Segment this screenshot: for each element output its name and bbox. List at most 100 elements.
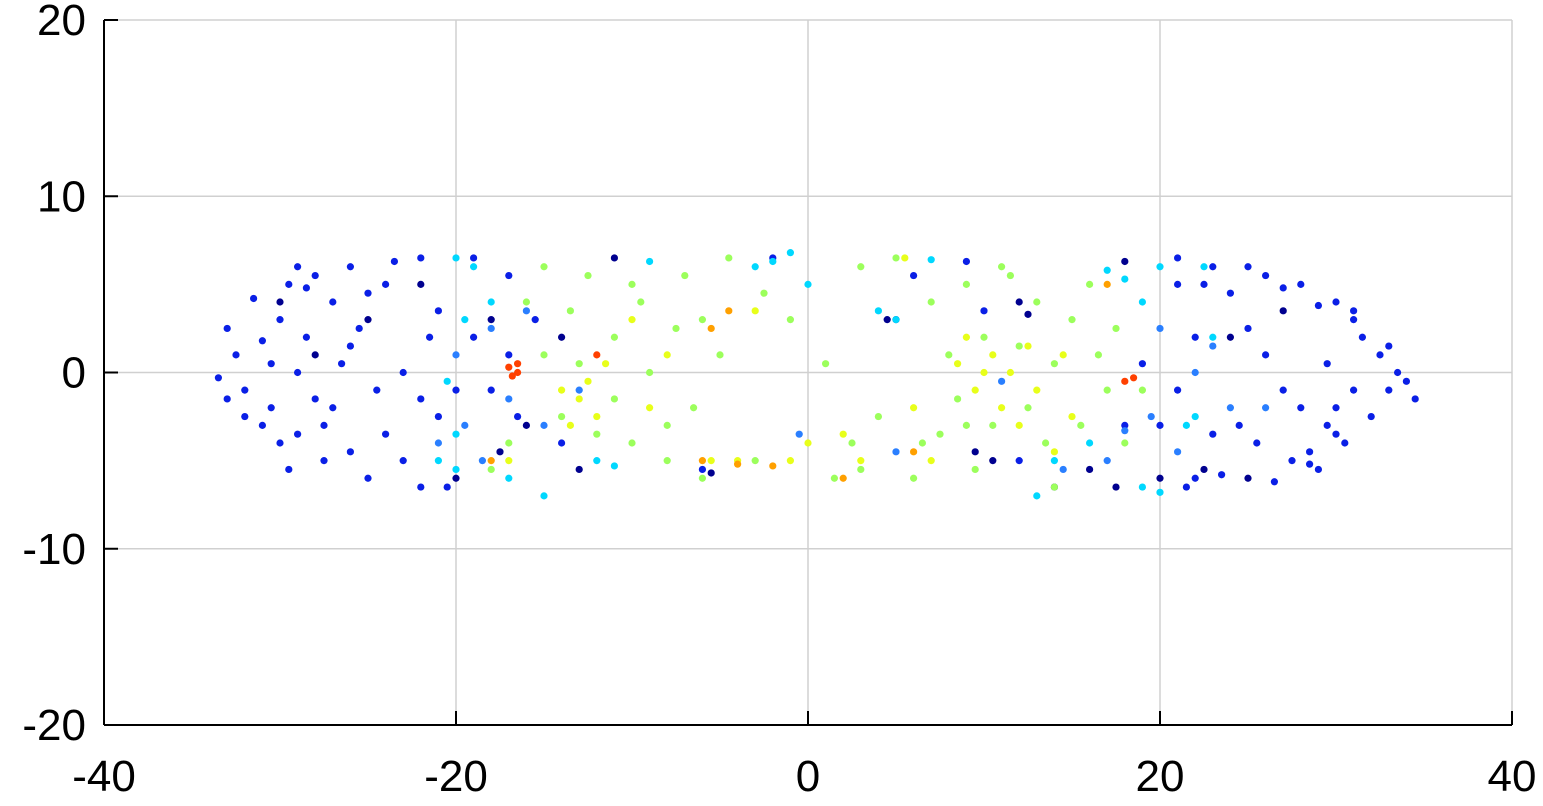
x-tick-label: 0 [796,752,820,801]
point [505,271,513,280]
point [417,395,425,403]
point [769,257,777,266]
point [698,316,707,324]
point [1270,478,1278,486]
point [1200,465,1208,474]
point [575,360,583,368]
point [1121,427,1129,435]
point [839,474,847,482]
point [1332,404,1340,412]
y-tick-label: -20 [22,701,86,750]
point [1235,421,1243,429]
point [663,421,671,429]
point [646,257,654,266]
point [1121,421,1129,429]
point [1138,386,1146,394]
point [593,430,601,438]
point [241,386,249,394]
point [1262,404,1270,412]
point [1323,360,1331,368]
point [725,307,733,315]
point [1156,421,1164,429]
point [461,316,469,324]
point [874,412,883,421]
point [989,457,997,465]
point [1332,430,1340,438]
point [874,307,883,315]
point [901,254,909,262]
point [734,460,742,468]
point [1050,448,1058,456]
point [540,421,548,429]
point [452,386,460,394]
point [998,377,1006,385]
y-tick-label: 10 [37,172,86,221]
point [1182,483,1190,491]
point [1411,395,1419,403]
point [267,404,275,412]
point [417,483,425,491]
point [505,439,513,447]
point [1174,280,1182,288]
point [698,465,707,474]
point [971,386,979,394]
point [1015,342,1023,350]
point [320,457,328,465]
point [311,271,319,280]
point [1182,421,1190,429]
point [452,430,460,438]
point [320,421,328,429]
point [505,363,513,371]
point [329,404,337,412]
point [417,254,425,262]
point [1059,465,1067,474]
point [311,351,319,359]
point [637,298,645,306]
point [1279,386,1287,394]
point [1262,351,1270,359]
point [1209,430,1217,438]
point [1015,457,1023,465]
point [1138,298,1146,306]
point [1103,266,1111,274]
point [751,457,759,465]
point [434,457,442,465]
point [346,342,354,350]
point [285,465,293,474]
point [663,457,671,465]
point [954,395,962,403]
point [1306,448,1314,456]
point [1015,421,1023,429]
y-tick-label: 0 [62,349,86,398]
point [575,395,583,403]
point [1332,298,1340,306]
point [522,298,531,306]
point [998,263,1006,271]
point [1156,263,1164,271]
point [1209,263,1217,271]
point [1306,460,1314,468]
point [1103,386,1111,394]
point [267,360,275,368]
point [311,395,319,403]
point [584,271,592,280]
x-tick-label: -40 [72,752,136,801]
point [1033,492,1041,500]
point [892,448,900,456]
point [355,324,363,333]
point [698,474,707,482]
point [646,404,654,412]
point [1323,421,1331,429]
point [558,439,566,447]
point [329,298,337,306]
x-tick-label: 20 [1136,752,1185,801]
point [478,457,486,465]
point [1200,263,1208,271]
point [1279,307,1287,315]
point [505,395,513,403]
point [769,462,777,470]
point [1121,257,1129,266]
point [892,254,900,262]
point [382,430,390,438]
